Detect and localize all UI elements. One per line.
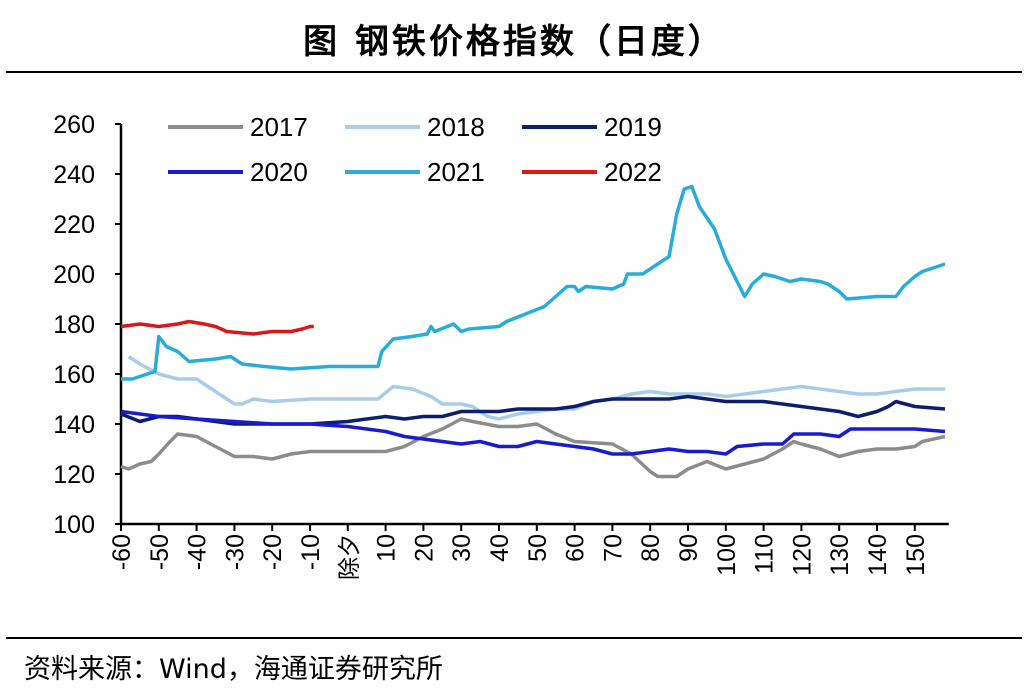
x-tick-label: 除夕: [337, 534, 363, 580]
series-line-2017: [120, 417, 946, 479]
source-note: 资料来源：Wind，海通证券研究所: [24, 654, 443, 685]
y-tick-label: 200: [53, 261, 95, 289]
legend-label-2020: 2020: [250, 157, 308, 187]
title-divider: [6, 71, 1022, 73]
x-tick-label: 70: [599, 534, 627, 562]
legend-label-2017: 2017: [250, 112, 308, 142]
x-tick-label: 40: [486, 534, 514, 562]
x-tick-label: 10: [373, 534, 401, 562]
x-tick-label: 130: [826, 534, 854, 576]
y-tick-label: 220: [53, 211, 95, 239]
y-tick-label: 140: [53, 411, 95, 439]
x-tick-label: -10: [297, 534, 325, 570]
x-tick-label: 50: [524, 534, 552, 562]
x-tick-label: -20: [259, 534, 287, 570]
legend-label-2022: 2022: [604, 157, 662, 187]
y-tick-label: 180: [53, 311, 95, 339]
series-line-2020: [120, 409, 946, 456]
legend-label-2019: 2019: [604, 112, 662, 142]
x-tick-label: 120: [788, 534, 816, 576]
figure-title: 图 钢铁价格指数（日度）: [303, 22, 725, 62]
x-tick-label: 140: [864, 534, 892, 576]
y-tick-label: 100: [53, 511, 95, 539]
series-line-2021: [121, 184, 946, 381]
y-tick-label: 240: [53, 161, 95, 189]
series-line-2019: [120, 394, 946, 426]
legend-label-2018: 2018: [427, 112, 485, 142]
x-tick-label: 60: [562, 534, 590, 562]
x-tick-label: 80: [637, 534, 665, 562]
x-tick-label: -50: [146, 534, 174, 570]
x-tick-label: -30: [221, 534, 249, 570]
y-tick-label: 120: [53, 461, 95, 489]
source-divider: [6, 637, 1022, 639]
legend-label-2021: 2021: [427, 157, 485, 187]
x-tick-label: 150: [902, 534, 930, 576]
x-tick-label: 90: [675, 534, 703, 562]
x-tick-label: -40: [184, 534, 212, 570]
y-tick-label: 260: [53, 111, 95, 139]
series-line-2022: [120, 319, 314, 336]
x-tick-label: 20: [410, 534, 438, 562]
x-tick-label: -60: [108, 534, 136, 570]
x-tick-label: 110: [751, 534, 779, 574]
series-line-2018: [127, 355, 945, 421]
x-tick-label: 100: [713, 534, 741, 576]
y-tick-label: 160: [53, 361, 95, 389]
x-tick-label: 30: [448, 534, 476, 562]
